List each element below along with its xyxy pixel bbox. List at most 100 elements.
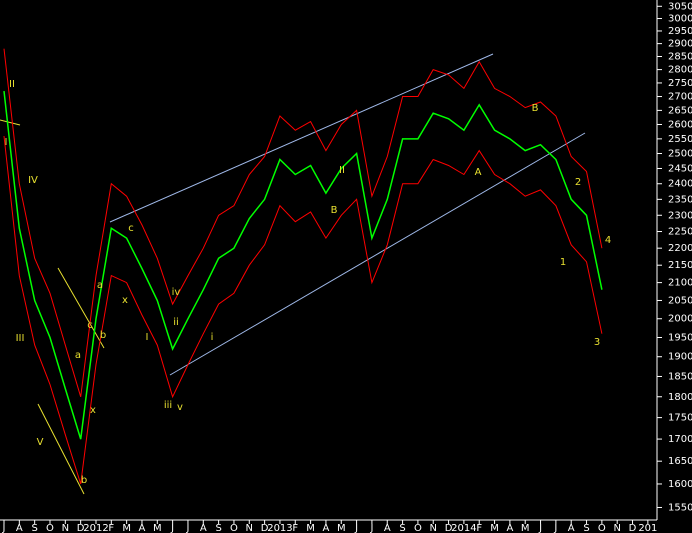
channel-line [169, 132, 586, 376]
x-tick-label: 2012 [83, 523, 108, 533]
wave-label: B [331, 205, 338, 216]
x-tick-label: A [16, 523, 23, 533]
y-tick-label: 2450 [668, 163, 692, 174]
wave-label: 1 [560, 257, 566, 268]
x-tick-label: 2013 [267, 523, 292, 533]
price-line [3, 91, 603, 440]
y-tick-label: 2350 [668, 194, 692, 205]
wave-label: 3 [594, 337, 600, 348]
x-tick-label: S [583, 523, 589, 533]
price-line [3, 135, 603, 485]
wave-label: II [339, 165, 345, 176]
y-tick-label: 2200 [668, 243, 692, 254]
x-tick-label: N [246, 523, 253, 533]
wave-label: x [90, 405, 96, 416]
x-tick-label: N [613, 523, 620, 533]
wave-label: V [37, 437, 44, 448]
wave-label: x [122, 295, 128, 306]
x-tick-label: F [476, 523, 482, 533]
x-tick-label: M [490, 523, 499, 533]
x-tick-label: F [108, 523, 114, 533]
y-tick-label: 2700 [668, 92, 692, 103]
x-tick-label: F [292, 523, 298, 533]
trend-line [37, 403, 85, 495]
wave-label: III [16, 333, 25, 344]
y-tick-label: 1750 [668, 413, 692, 424]
y-tick-label: 1900 [668, 352, 692, 363]
x-tick-label: O [414, 523, 422, 533]
x-tick-label: M [153, 523, 162, 533]
y-tick-label: 2950 [668, 26, 692, 37]
wave-label: ii [173, 317, 179, 328]
wave-label: b [100, 330, 106, 341]
x-tick-label: 2014 [451, 523, 476, 533]
y-tick-label: 2000 [668, 314, 692, 325]
x-tick-label: D [261, 523, 269, 533]
y-tick-label: 2150 [668, 260, 692, 271]
y-tick-label: 3000 [668, 14, 692, 25]
y-tick-label: 2300 [668, 210, 692, 221]
y-tick-label: 2100 [668, 278, 692, 289]
x-tick-label: J [2, 523, 6, 533]
price-line [3, 48, 603, 397]
y-tick-label: 2650 [668, 105, 692, 116]
x-tick-label: O [46, 523, 54, 533]
y-tick-label: 1850 [668, 371, 692, 382]
wave-label: I [5, 137, 8, 148]
x-tick-label: M [306, 523, 315, 533]
y-tick-label: 2600 [668, 119, 692, 130]
y-tick-label: 1650 [668, 456, 692, 467]
wave-label: I [146, 332, 149, 343]
x-tick-label: J [170, 523, 174, 533]
wave-label: i [211, 332, 214, 343]
y-tick-label: 1950 [668, 332, 692, 343]
wave-label: A [475, 167, 482, 178]
x-tick-label: D [629, 523, 637, 533]
x-tick-label: A [506, 523, 513, 533]
y-tick-label: 2250 [668, 227, 692, 238]
wave-label: B [532, 103, 539, 114]
x-tick-label: S [399, 523, 405, 533]
x-tick-label: A [139, 523, 146, 533]
y-tick-label: 1600 [668, 479, 692, 490]
wave-label: II [9, 79, 15, 90]
x-tick-label: A [384, 523, 391, 533]
x-tick-label: M [337, 523, 346, 533]
x-tick-label: J [553, 523, 557, 533]
y-tick-label: 2550 [668, 134, 692, 145]
x-tick-label: N [429, 523, 436, 533]
x-tick-label: D [77, 523, 85, 533]
wave-label: c [87, 320, 93, 331]
x-tick-label: 201 [638, 523, 657, 533]
wave-label: b [81, 475, 87, 486]
x-tick-label: S [31, 523, 37, 533]
wave-label: a [97, 280, 103, 291]
x-tick-label: N [62, 523, 69, 533]
y-tick-label: 2900 [668, 39, 692, 50]
y-tick-label: 2750 [668, 78, 692, 89]
x-tick-label: D [445, 523, 453, 533]
y-tick-label: 2850 [668, 52, 692, 63]
wave-label: v [177, 402, 183, 413]
x-tick-label: A [568, 523, 575, 533]
y-tick-label: 2400 [668, 179, 692, 190]
trend-line [57, 267, 105, 349]
x-tick-label: O [598, 523, 606, 533]
x-tick-label: J [185, 523, 189, 533]
x-tick-label: A [323, 523, 330, 533]
x-tick-label: J [369, 523, 373, 533]
wave-label: 4 [605, 235, 611, 246]
x-tick-label: M [122, 523, 131, 533]
y-tick-label: 2050 [668, 295, 692, 306]
y-tick-label: 2500 [668, 149, 692, 160]
channel-line [109, 53, 494, 223]
wave-label: IV [28, 175, 38, 186]
x-tick-label: O [230, 523, 238, 533]
y-tick-label: 3050 [668, 1, 692, 12]
x-tick-label: A [200, 523, 207, 533]
wave-label: c [128, 223, 134, 234]
wave-label: iv [172, 287, 181, 298]
x-tick-label: S [215, 523, 221, 533]
